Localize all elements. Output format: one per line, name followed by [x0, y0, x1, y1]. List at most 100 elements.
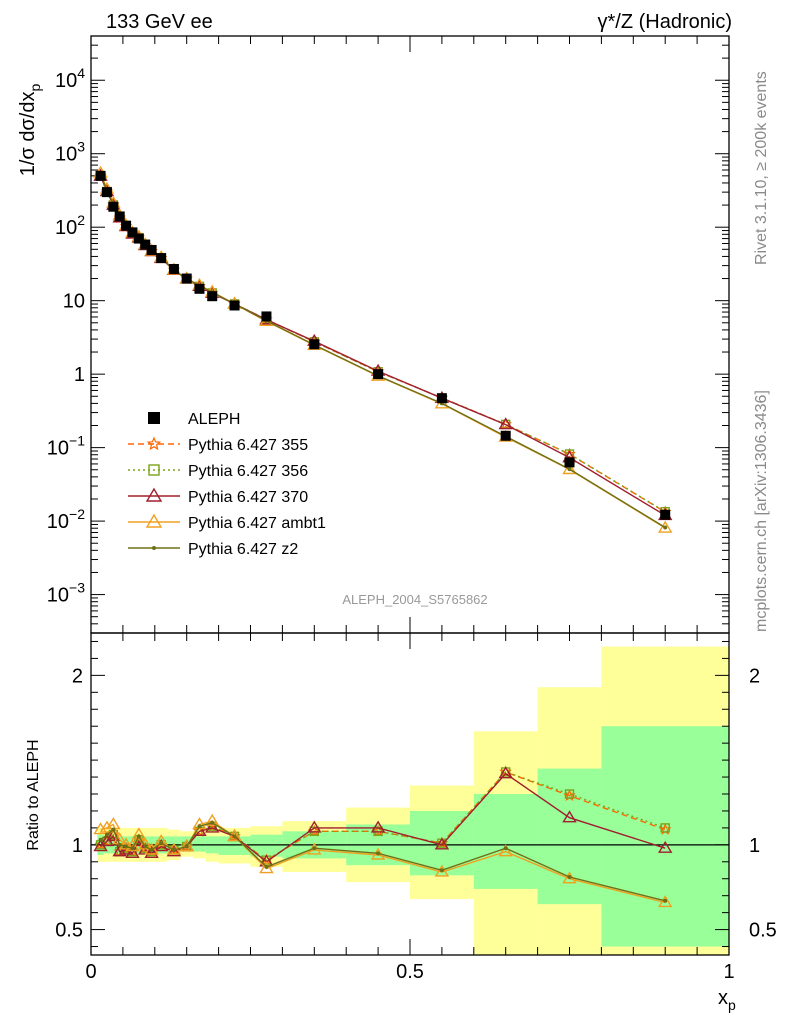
mc-point-ratio: [118, 837, 134, 850]
mc-curve-main: [99, 172, 666, 529]
aleph-data-point: [309, 339, 320, 350]
ratio-y-tick-label: 1: [72, 835, 83, 857]
y-tick-label: 103: [55, 139, 85, 166]
mc-point-ratio: [564, 789, 575, 799]
svg-text:Ratio to ALEPH: Ratio to ALEPH: [25, 739, 42, 850]
ratio-y-tick-label: 0.5: [55, 920, 83, 942]
y-tick-label: 1: [74, 364, 85, 386]
aleph-data-point: [108, 201, 119, 212]
legend-marker: [152, 546, 156, 550]
mc-point-main: [567, 467, 572, 472]
mc-point-ratio: [434, 837, 450, 850]
svg-text:1/σ dσ/dxp: 1/σ dσ/dxp: [17, 84, 43, 177]
mc-point-ratio: [130, 846, 135, 851]
mc-point-ratio: [232, 834, 237, 839]
mc-point-ratio: [117, 842, 122, 847]
mc-point-ratio: [503, 846, 508, 851]
mc-point-ratio: [136, 834, 141, 839]
mc-point-ratio: [179, 839, 194, 852]
mc-point-ratio: [171, 847, 176, 852]
mc-point-ratio: [376, 851, 381, 856]
legend: ALEPH Pythia 6.427 355 Pythia 6.427 356 Pyt…: [128, 411, 326, 558]
ratio-y-tick-label-right: 2: [749, 665, 760, 687]
mc-point-main: [562, 462, 577, 475]
mc-curve-ratio: [100, 822, 666, 902]
ratio-ylabel: Ratio to ALEPH: [25, 739, 42, 850]
energy-label: 133 GeV ee: [106, 11, 213, 33]
mc-point-ratio: [184, 844, 189, 849]
aleph-data-point: [156, 253, 167, 264]
legend-label: Pythia 6.427 370: [188, 489, 308, 506]
legend-marker-aleph: [148, 412, 160, 424]
mc-point-ratio: [204, 813, 220, 826]
aleph-data-point: [436, 393, 447, 404]
mc-curve-main: [99, 175, 666, 516]
uncertainty-band-green: [250, 834, 283, 857]
main-panel: 10−3 10−2 10−1 1 10 102 103 104: [47, 35, 730, 634]
uncertainty-band-green: [193, 836, 206, 852]
analysis-watermark: ALEPH_2004_S5765862: [342, 592, 487, 607]
mc-point-ratio: [137, 837, 153, 850]
x-axis-label: xp: [718, 987, 736, 1013]
aleph-data-point: [564, 457, 575, 468]
mc-point-ratio: [104, 832, 109, 837]
mc-point-ratio: [259, 861, 274, 874]
mc-point-ratio: [125, 845, 140, 859]
legend-label: Pythia 6.427 355: [188, 437, 308, 454]
mc-point-ratio: [657, 895, 673, 908]
mc-point-ratio: [98, 837, 103, 842]
aleph-data-point: [127, 227, 138, 238]
legend-marker: [145, 513, 163, 528]
process-label: γ*/Z (Hadronic): [598, 11, 732, 33]
aleph-data-point: [95, 170, 106, 181]
mc-curve-main: [99, 175, 666, 513]
aleph-data-point: [181, 273, 192, 284]
mc-point-ratio: [197, 824, 202, 829]
aleph-data-point: [168, 263, 179, 274]
mc-point-ratio: [663, 898, 668, 903]
mc-point-main: [657, 520, 673, 533]
mc-point-ratio: [562, 810, 577, 823]
legend-label: Pythia 6.427 z2: [188, 541, 298, 558]
ratio-y-tick-label: 2: [72, 665, 83, 687]
mcplots-label: mcplots.cern.ch [arXiv:1306.3436]: [753, 390, 770, 632]
aleph-data-point: [207, 291, 218, 302]
mc-point-ratio: [111, 827, 116, 832]
aleph-data-point: [500, 430, 511, 441]
x-tick-label: 0: [85, 961, 96, 983]
aleph-data-point: [101, 187, 112, 198]
mc-point-ratio: [131, 827, 147, 840]
mc-point-ratio: [264, 864, 269, 869]
aleph-data-point: [114, 211, 125, 222]
legend-label: Pythia 6.427 356: [188, 463, 308, 480]
mc-point-ratio: [434, 864, 450, 877]
uncertainty-band-green: [218, 836, 251, 856]
mc-point-ratio: [99, 820, 115, 833]
y-tick-label: 10: [63, 291, 85, 313]
aleph-data-point: [121, 220, 132, 231]
aleph-data-point: [140, 239, 151, 250]
mc-point-ratio: [144, 845, 159, 859]
mc-curve-main: [99, 174, 666, 529]
ratio-y-tick-label-right: 0.5: [749, 920, 777, 942]
aleph-data-point: [229, 300, 240, 311]
mc-point-ratio: [153, 834, 169, 847]
legend-label: ALEPH: [188, 411, 240, 428]
mc-point-ratio: [192, 817, 207, 830]
mc-point-ratio: [370, 820, 386, 833]
ratio-y-tick-label-right: 1: [749, 835, 760, 857]
legend-marker: [146, 436, 162, 451]
mc-point-ratio: [307, 820, 322, 833]
mc-point-ratio: [143, 844, 148, 849]
aleph-data-point: [660, 509, 671, 520]
y-tick-label: 104: [55, 65, 85, 92]
mc-point-ratio: [312, 846, 317, 851]
aleph-data-point: [373, 369, 384, 380]
mc-point-main: [663, 525, 668, 530]
mc-point-ratio: [660, 823, 670, 833]
aleph-data-point: [194, 283, 205, 294]
legend-marker: [148, 464, 160, 476]
y-tick-label: 10−2: [47, 506, 85, 533]
mc-point-ratio: [439, 868, 444, 873]
